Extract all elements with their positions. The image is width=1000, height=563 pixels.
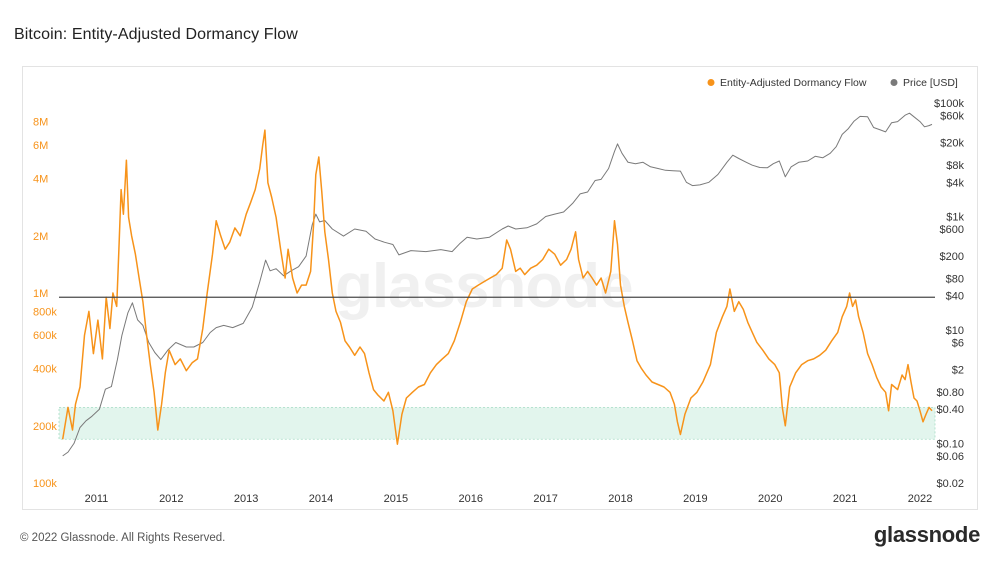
right-tick-label: $100k <box>934 98 964 110</box>
x-tick-label: 2022 <box>908 493 932 505</box>
right-tick-label: $6 <box>952 337 964 349</box>
page-title: Bitcoin: Entity-Adjusted Dormancy Flow <box>14 26 298 43</box>
left-tick-label: 6M <box>33 140 48 152</box>
chart: glassnode 8M 6M 4M 2M 1M 800k 600k 400k 200k 100k… <box>33 77 964 505</box>
left-tick-label: 600k <box>33 330 57 342</box>
x-tick-label: 2014 <box>309 493 333 505</box>
legend-price-marker <box>890 79 898 86</box>
x-tick-label: 2021 <box>833 493 857 505</box>
x-tick-label: 2016 <box>459 493 483 505</box>
right-tick-label: $1k <box>946 211 964 223</box>
left-tick-label: 200k <box>33 421 57 433</box>
glassnode-logo: glassnode <box>873 522 980 547</box>
price-line <box>62 112 933 457</box>
right-tick-label: $0.06 <box>936 451 964 463</box>
x-tick-label: 2018 <box>608 493 632 505</box>
x-tick-label: 2012 <box>159 493 183 505</box>
dormancy-flow-line <box>61 129 933 445</box>
left-tick-label: 800k <box>33 306 57 318</box>
right-tick-label: $60k <box>940 111 964 123</box>
right-tick-label: $200 <box>940 251 964 263</box>
left-tick-label: 8M <box>33 116 48 128</box>
right-tick-label: $4k <box>946 177 964 189</box>
x-tick-label: 2019 <box>683 493 707 505</box>
right-tick-label: $2 <box>952 365 964 377</box>
x-tick-label: 2011 <box>85 493 109 505</box>
x-tick-label: 2020 <box>758 493 782 505</box>
left-tick-label: 2M <box>33 231 48 243</box>
right-tick-label: $80 <box>946 274 964 286</box>
right-tick-label: $8k <box>946 160 964 172</box>
left-tick-label: 4M <box>33 174 48 186</box>
x-tick-label: 2017 <box>533 493 557 505</box>
legend-flow-marker <box>707 79 715 86</box>
x-tick-label: 2015 <box>384 493 408 505</box>
right-tick-label: $600 <box>940 224 964 236</box>
right-tick-label: $40 <box>946 291 964 303</box>
right-tick-label: $20k <box>940 138 964 150</box>
left-tick-label: 1M <box>33 288 48 300</box>
legend-price-label: Price [USD] <box>903 77 958 89</box>
right-tick-label: $0.40 <box>936 404 964 416</box>
chart-watermark: glassnode <box>335 252 633 321</box>
chart-legend: Entity-Adjusted Dormancy Flow Price [USD… <box>707 77 958 89</box>
legend-flow-label: Entity-Adjusted Dormancy Flow <box>720 77 867 89</box>
left-tick-label: 400k <box>33 364 57 376</box>
right-tick-label: $0.10 <box>936 438 964 450</box>
left-tick-label: 100k <box>33 478 57 490</box>
right-tick-label: $0.02 <box>936 478 964 490</box>
footer-copyright: © 2022 Glassnode. All Rights Reserved. <box>20 532 226 544</box>
x-tick-label: 2013 <box>234 493 258 505</box>
buy-zone-band <box>58 406 936 440</box>
right-tick-label: $0.80 <box>936 387 964 399</box>
chart-panel: glassnode 8M 6M 4M 2M 1M 800k 600k 400k 200k 100k… <box>22 66 978 510</box>
right-tick-label: $10 <box>946 325 964 337</box>
